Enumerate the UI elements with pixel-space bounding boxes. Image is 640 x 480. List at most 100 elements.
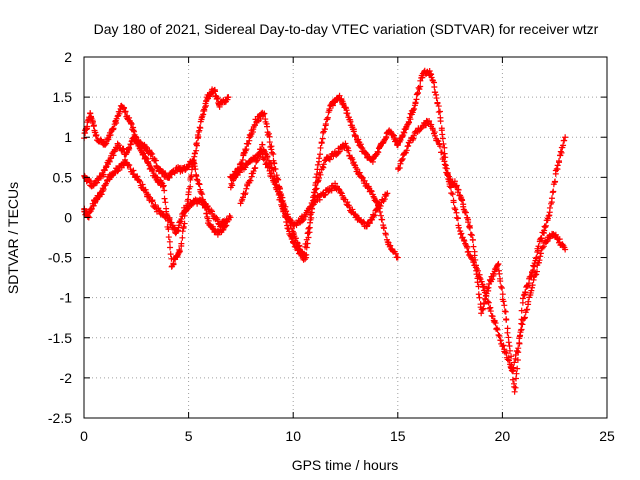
data-point-track-a	[128, 121, 135, 128]
data-point-track-g	[489, 276, 496, 283]
y-tick-label: -2	[60, 370, 73, 386]
data-point-track-f	[259, 141, 266, 148]
data-point-track-d	[264, 123, 271, 130]
data-point-track-h	[532, 272, 539, 279]
data-point-track-e	[300, 256, 307, 263]
data-point-track-a	[162, 199, 169, 206]
data-point-track-h	[441, 161, 448, 168]
data-point-track-e	[345, 147, 352, 154]
data-point-track-g	[417, 77, 424, 84]
data-point-track-g	[501, 302, 508, 309]
data-point-track-a	[216, 103, 223, 110]
data-point-track-h	[499, 343, 506, 350]
data-point-track-h	[492, 320, 499, 327]
data-point-track-g	[542, 222, 549, 229]
data-point-track-g	[490, 271, 497, 278]
data-point-track-c	[180, 209, 187, 216]
data-point-track-g	[522, 289, 529, 296]
data-point-track-d	[352, 132, 359, 139]
data-point-track-c	[114, 167, 121, 174]
data-point-track-b	[192, 166, 199, 173]
data-point-track-h	[442, 164, 449, 171]
data-point-track-h	[536, 257, 543, 264]
data-point-track-g	[435, 103, 442, 110]
data-point-track-g	[529, 270, 536, 277]
x-tick-label: 0	[80, 428, 88, 444]
data-point-track-h	[533, 268, 540, 275]
data-point-track-h	[484, 298, 491, 305]
data-point-track-b	[149, 150, 156, 157]
data-point-track-b	[127, 141, 134, 148]
data-point-track-d	[389, 131, 396, 138]
data-point-track-f	[247, 177, 254, 184]
data-point-track-f	[377, 203, 384, 210]
data-point-track-g	[556, 159, 563, 166]
data-point-track-h	[500, 342, 507, 349]
data-point-track-g	[545, 212, 552, 219]
data-point-track-g	[466, 223, 473, 230]
data-point-track-g	[453, 182, 460, 189]
data-point-track-e	[374, 198, 381, 205]
data-point-track-e	[354, 166, 361, 173]
data-point-track-f	[252, 164, 259, 171]
data-point-track-a	[197, 125, 204, 132]
data-point-track-d	[375, 149, 382, 156]
data-point-track-c	[166, 215, 173, 222]
data-point-track-a	[130, 127, 137, 134]
data-point-track-h	[458, 230, 465, 237]
data-point-track-f	[242, 190, 249, 197]
data-point-track-h	[440, 154, 447, 161]
data-point-track-g	[474, 279, 481, 286]
data-point-track-e	[298, 251, 305, 258]
data-point-track-c	[126, 162, 133, 169]
data-point-track-g	[397, 136, 404, 143]
data-point-track-g	[431, 83, 438, 90]
data-point-track-g	[513, 370, 520, 377]
data-point-track-c	[100, 186, 107, 193]
data-point-track-g	[412, 99, 419, 106]
data-point-track-d	[324, 114, 331, 121]
data-point-track-a	[166, 238, 173, 245]
data-point-track-h	[528, 287, 535, 294]
data-point-track-g	[480, 305, 487, 312]
y-tick-label: 0	[64, 209, 72, 225]
data-point-track-d	[239, 156, 246, 163]
data-point-track-a	[178, 240, 185, 247]
axis-ticks	[83, 56, 608, 419]
data-point-track-a	[167, 244, 174, 251]
data-point-track-f	[260, 147, 267, 154]
data-point-track-g	[499, 285, 506, 292]
data-point-track-c	[149, 198, 156, 205]
data-point-track-a	[161, 195, 168, 202]
data-point-track-d	[362, 150, 369, 157]
data-point-track-c	[204, 203, 211, 210]
data-point-track-b	[199, 191, 206, 198]
data-point-track-e	[342, 140, 349, 147]
data-point-track-a	[181, 220, 188, 227]
data-point-track-e	[320, 161, 327, 168]
data-point-track-f	[275, 191, 282, 198]
data-point-track-f	[370, 213, 377, 220]
data-point-track-a	[110, 125, 117, 132]
data-point-track-b	[126, 145, 133, 152]
data-point-track-b	[198, 189, 205, 196]
data-point-track-b	[152, 157, 159, 164]
data-point-track-b	[203, 210, 210, 217]
data-point-track-e	[303, 236, 310, 243]
data-point-track-h	[426, 117, 433, 124]
data-point-track-g	[533, 254, 540, 261]
data-point-track-h	[396, 165, 403, 172]
data-point-track-g	[462, 209, 469, 216]
data-point-track-g	[514, 365, 521, 372]
data-point-track-g	[433, 95, 440, 102]
data-point-track-h	[496, 333, 503, 340]
data-point-track-d	[317, 144, 324, 151]
data-point-track-h	[501, 346, 508, 353]
data-point-track-g	[500, 298, 507, 305]
data-point-track-h	[514, 348, 521, 355]
data-point-track-e	[382, 231, 389, 238]
data-point-track-h	[537, 250, 544, 257]
data-point-track-e	[293, 239, 300, 246]
data-point-track-g	[468, 231, 475, 238]
